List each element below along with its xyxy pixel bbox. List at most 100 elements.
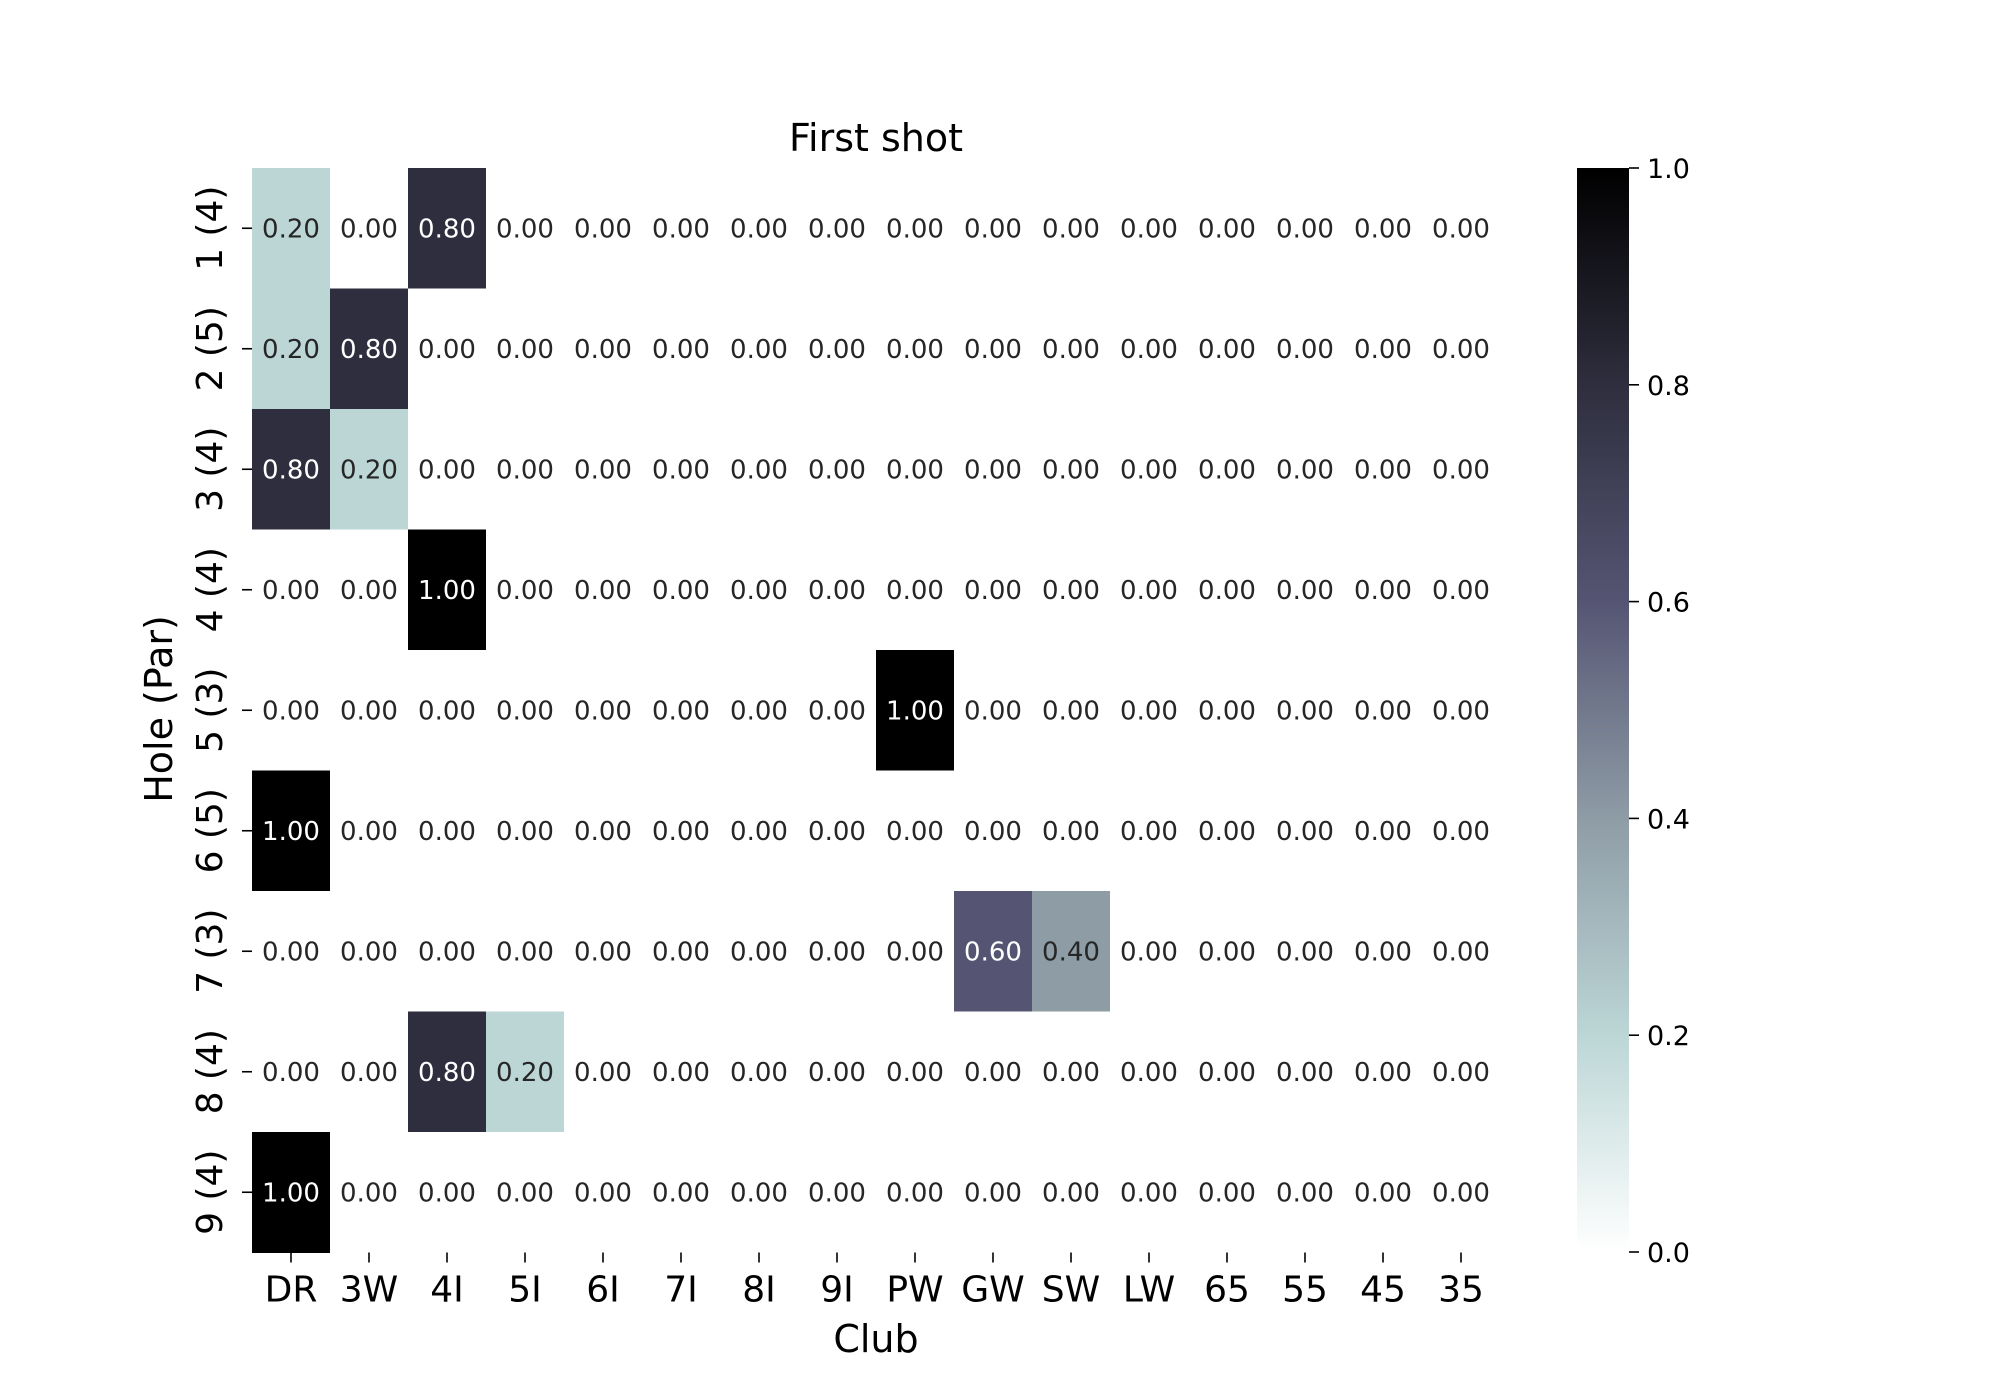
heatmap-cell: [564, 1132, 643, 1253]
heatmap-cell: [720, 650, 799, 771]
heatmap-cell: [642, 891, 721, 1012]
heatmap-cell: [1188, 650, 1267, 771]
cell-value-label: 0.00: [964, 335, 1022, 365]
heatmap-cell: [252, 529, 331, 651]
cell-value-label: 0.00: [574, 817, 632, 847]
heatmap-cell: [720, 1011, 799, 1133]
heatmap-cells: 0.20 0.00 0.80 0.00 0.00 0.00 0.00 0.00 0.00 0.00…: [252, 168, 1501, 1253]
colorbar-gradient: [1577, 168, 1629, 1252]
x-tick-label: LW: [1123, 1270, 1175, 1311]
x-tick-label: GW: [961, 1270, 1025, 1311]
heatmap-cell: [564, 168, 643, 289]
cell-value-label: 1.00: [262, 817, 320, 847]
heatmap-cell: [642, 168, 721, 289]
heatmap-cell: [954, 770, 1033, 892]
heatmap-cell: [1266, 891, 1345, 1012]
cell-value-label: 0.00: [808, 214, 866, 244]
heatmap-cell: [1188, 1011, 1267, 1133]
cell-value-label: 0.00: [808, 937, 866, 967]
heatmap-cell: [330, 770, 409, 892]
heatmap-cell: [1110, 891, 1189, 1012]
heatmap-cell: [1266, 288, 1345, 410]
cell-value-label: 0.20: [262, 214, 320, 244]
cell-value-label: 0.00: [1276, 455, 1334, 485]
cell-value-label: 0.00: [496, 335, 554, 365]
x-tick-label: 3W: [340, 1270, 399, 1311]
x-tick-label: 65: [1204, 1270, 1250, 1311]
cell-value-label: 0.00: [574, 696, 632, 726]
cell-value-label: 0.00: [886, 335, 944, 365]
heatmap-cell: [876, 288, 955, 410]
cell-value-label: 0.00: [1042, 817, 1100, 847]
heatmap-cell: [486, 409, 565, 530]
cell-value-label: 0.00: [1042, 335, 1100, 365]
heatmap-cell: [1032, 409, 1111, 530]
cell-value-label: 0.00: [262, 696, 320, 726]
cell-value-label: 0.80: [418, 1058, 476, 1088]
heatmap-cell: [1110, 1011, 1189, 1133]
cell-value-label: 0.00: [1120, 817, 1178, 847]
cell-value-label: 0.00: [1354, 817, 1412, 847]
heatmap-cell: [1422, 891, 1501, 1012]
heatmap-cell: [1032, 288, 1111, 410]
y-tick-label: 1 (4): [190, 186, 231, 271]
heatmap-cell: [1422, 770, 1501, 892]
heatmap-cell: [1266, 409, 1345, 530]
cell-value-label: 0.00: [1042, 696, 1100, 726]
heatmap-cell: [954, 891, 1033, 1012]
cell-value-label: 0.00: [1198, 576, 1256, 606]
cell-value-label: 0.00: [340, 937, 398, 967]
cell-value-label: 0.00: [1276, 1058, 1334, 1088]
heatmap-cell: [486, 1132, 565, 1253]
heatmap-cell: [798, 168, 877, 289]
cell-value-label: 0.00: [1042, 214, 1100, 244]
y-tick-label: 7 (3): [190, 909, 231, 994]
cell-value-label: 0.00: [808, 1058, 866, 1088]
cell-value-label: 0.00: [1432, 335, 1490, 365]
cell-value-label: 0.00: [1198, 335, 1256, 365]
cell-value-label: 0.00: [1120, 455, 1178, 485]
heatmap-cell: [1422, 529, 1501, 651]
heatmap-cell: [486, 168, 565, 289]
heatmap-cell: [486, 288, 565, 410]
heatmap-cell: [798, 409, 877, 530]
cell-value-label: 0.00: [262, 1058, 320, 1088]
cell-value-label: 0.00: [262, 937, 320, 967]
cell-value-label: 0.00: [964, 696, 1022, 726]
cell-value-label: 0.00: [1198, 1178, 1256, 1208]
cell-value-label: 0.00: [1120, 1178, 1178, 1208]
y-tick-label: 6 (5): [190, 788, 231, 873]
heatmap-cell: [798, 770, 877, 892]
heatmap-cell: [1266, 770, 1345, 892]
cell-value-label: 0.00: [340, 696, 398, 726]
cell-value-label: 0.00: [418, 455, 476, 485]
cell-value-label: 0.00: [1120, 576, 1178, 606]
cell-value-label: 0.00: [1198, 696, 1256, 726]
heatmap-cell: [1266, 1011, 1345, 1133]
heatmap-cell: [720, 529, 799, 651]
heatmap-cell: [1422, 288, 1501, 410]
cell-value-label: 0.00: [418, 817, 476, 847]
heatmap-cell: [1266, 1132, 1345, 1253]
heatmap-cell: [1188, 891, 1267, 1012]
heatmap-cell: [954, 168, 1033, 289]
cell-value-label: 0.00: [1432, 817, 1490, 847]
heatmap-cell: [1032, 891, 1111, 1012]
x-tick-label: 5I: [508, 1270, 542, 1311]
heatmap-cell: [1422, 650, 1501, 771]
cell-value-label: 0.00: [964, 1058, 1022, 1088]
cell-value-label: 0.00: [964, 576, 1022, 606]
colorbar-tick-label: 0.8: [1647, 371, 1690, 402]
heatmap-cell: [798, 529, 877, 651]
cell-value-label: 0.00: [1432, 214, 1490, 244]
cell-value-label: 0.00: [808, 455, 866, 485]
cell-value-label: 0.80: [418, 214, 476, 244]
heatmap-cell: [252, 891, 331, 1012]
heatmap-cell: [252, 1011, 331, 1133]
cell-value-label: 0.00: [1354, 1178, 1412, 1208]
x-axis-label: Club: [833, 1317, 918, 1361]
cell-value-label: 0.00: [652, 696, 710, 726]
heatmap-cell: [1344, 288, 1423, 410]
y-tick-label: 5 (3): [190, 668, 231, 753]
cell-value-label: 0.00: [574, 214, 632, 244]
